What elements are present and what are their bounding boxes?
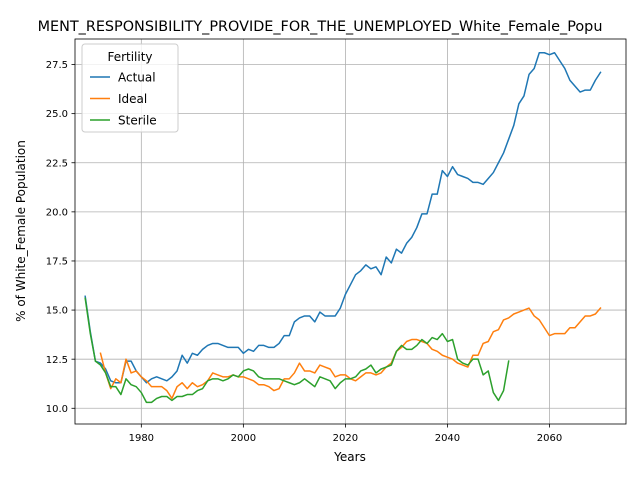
legend-label-sterile: Sterile [118,113,157,127]
x-tick-label: 1980 [129,433,154,444]
legend-label-ideal: Ideal [118,92,147,106]
y-tick-label: 17.5 [46,257,68,268]
series-line-sterile [84,297,510,404]
legend-label-actual: Actual [118,70,156,84]
y-tick-label: 25.0 [46,109,68,120]
y-tick-label: 12.5 [46,355,68,366]
legend-box [81,43,179,133]
y-tick-label: 10.0 [46,404,68,415]
y-tick-label: 20.0 [46,207,68,218]
y-tick-label: 27.5 [46,60,68,71]
legend: Fertility Actual Ideal Sterile [81,43,179,133]
legend-title: Fertility [107,50,152,64]
y-axis-ticks: 10.0 12.5 15.0 17.5 20.0 22.5 25.0 27.5 [46,60,75,415]
plot-frame [74,38,627,425]
x-tick-label: 2020 [333,433,358,444]
x-axis-ticks: 1980 2000 2020 2040 2060 [129,424,562,444]
series-lines [84,52,602,404]
series-line-actual [84,52,602,384]
x-axis-label: Years [333,450,366,464]
x-tick-label: 2000 [231,433,256,444]
x-tick-label: 2060 [537,433,562,444]
y-tick-label: 15.0 [46,306,68,317]
gridlines [75,39,626,424]
y-tick-label: 22.5 [46,158,68,169]
x-tick-label: 2040 [435,433,460,444]
y-axis-label: % of White_Female Population [14,140,28,322]
chart-title: MENT_RESPONSIBILITY_PROVIDE_FOR_THE_UNEM… [38,19,603,35]
